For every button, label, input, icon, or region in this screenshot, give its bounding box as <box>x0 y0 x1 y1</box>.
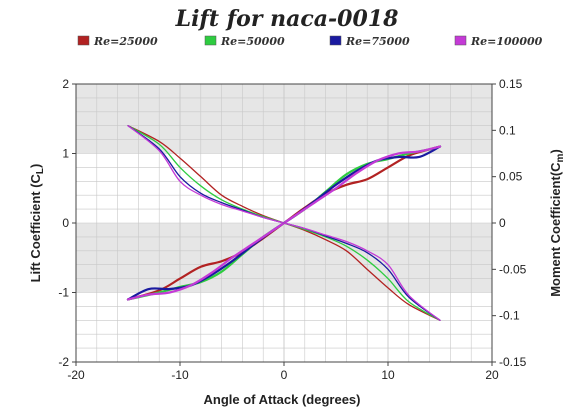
x-tick-label: -20 <box>67 368 85 382</box>
y-right-label-sub: m <box>555 153 566 162</box>
legend: Re=25000 Re=50000 Re=75000 Re=100000 <box>77 35 543 48</box>
y-left-label-close: ) <box>28 164 43 168</box>
y-left-tick-label: 0 <box>62 216 69 230</box>
x-tick-label: 10 <box>381 368 395 382</box>
y-left-label-main: Lift Coefficient (C <box>28 173 43 282</box>
y-right-tick-label: 0.15 <box>499 77 523 91</box>
legend-swatch <box>204 35 217 46</box>
y-left-axis-label: Lift Coefficient (CL) <box>28 164 46 283</box>
legend-swatch <box>454 35 467 46</box>
legend-label: Re=75000 <box>345 35 410 48</box>
x-axis-ticks: -20 -10 0 10 20 <box>67 362 499 382</box>
y-left-label-sub: L <box>35 168 46 174</box>
x-tick-label: -10 <box>171 368 189 382</box>
y-left-tick-label: -2 <box>58 355 69 369</box>
y-right-axis-ticks: -0.15 -0.1 -0.05 0 0.05 0.1 0.15 <box>492 77 527 369</box>
y-right-axis-label-group: Moment Coefficient(Cm) <box>548 149 566 297</box>
y-right-axis-label: Moment Coefficient(Cm) <box>548 149 566 297</box>
y-right-tick-label: -0.15 <box>499 355 527 369</box>
y-left-tick-label: -1 <box>58 286 69 300</box>
y-left-axis-label-group: Lift Coefficient (CL) <box>28 164 46 283</box>
y-left-tick-label: 2 <box>62 77 69 91</box>
series-line-moment-7 <box>127 125 441 321</box>
x-tick-label: 20 <box>485 368 499 382</box>
y-right-tick-label: 0 <box>499 216 506 230</box>
x-tick-label: 0 <box>281 368 288 382</box>
y-left-tick-label: 1 <box>62 147 69 161</box>
legend-swatch <box>77 35 90 46</box>
legend-swatch <box>329 35 342 46</box>
y-right-tick-label: 0.05 <box>499 170 523 184</box>
chart-title: Lift for naca-0018 <box>175 6 399 32</box>
x-axis-label: Angle of Attack (degrees) <box>204 392 361 407</box>
series-layer <box>126 125 442 321</box>
legend-label: Re=100000 <box>470 35 543 48</box>
y-left-axis-ticks: -2 -1 0 1 2 <box>58 77 76 369</box>
y-right-tick-label: 0.1 <box>499 123 516 137</box>
y-right-label-main: Moment Coefficient(C <box>548 162 563 297</box>
y-right-tick-label: -0.05 <box>499 262 527 276</box>
y-right-tick-label: -0.1 <box>499 309 520 323</box>
legend-label: Re=25000 <box>93 35 158 48</box>
legend-label: Re=50000 <box>220 35 285 48</box>
y-right-label-close: ) <box>548 149 563 153</box>
